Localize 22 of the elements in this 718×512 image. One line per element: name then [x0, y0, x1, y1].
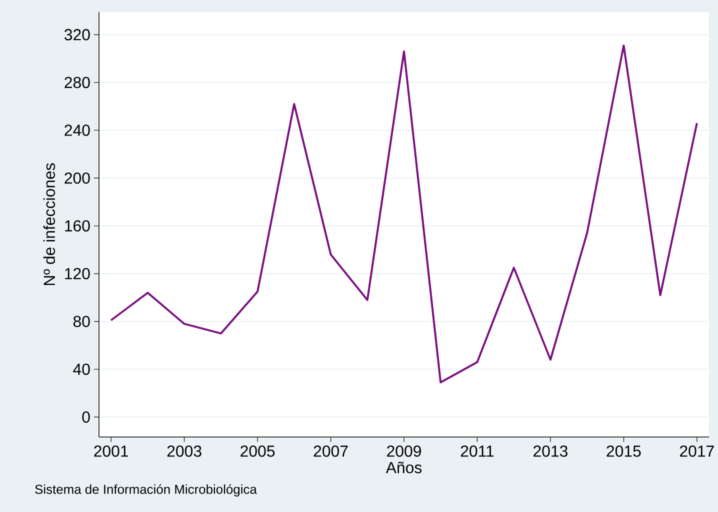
- y-tick-label: 0: [82, 411, 90, 423]
- x-tick-label: 2005: [240, 446, 275, 457]
- x-tick-label: 2011: [460, 446, 494, 457]
- x-tick-label: 2017: [680, 446, 714, 457]
- x-tick-label: 2001: [94, 446, 128, 457]
- text: Sistema de Información Microbiológica: [35, 484, 257, 496]
- x-tick-label: 2009: [387, 446, 421, 457]
- y-tick-label: 240: [64, 124, 90, 136]
- x-axis-title: Años: [386, 462, 422, 474]
- y-tick-label: 320: [64, 29, 90, 40]
- y-tick-label: 160: [65, 220, 90, 232]
- y-tick-label: 80: [73, 316, 90, 328]
- y-tick-label: 120: [65, 268, 90, 280]
- x-tick-label: 2013: [534, 446, 568, 457]
- y-tick-label: 200: [64, 172, 90, 184]
- line-series: [110, 44, 698, 384]
- y-tick-label: 40: [73, 364, 90, 375]
- x-tick-label: 2007: [314, 446, 348, 457]
- y-axis-title: Nº de infecciones: [43, 163, 56, 286]
- y-tick-label: 280: [64, 76, 90, 88]
- x-tick-label: 2015: [606, 446, 641, 457]
- x-tick-label: 2003: [167, 446, 202, 457]
